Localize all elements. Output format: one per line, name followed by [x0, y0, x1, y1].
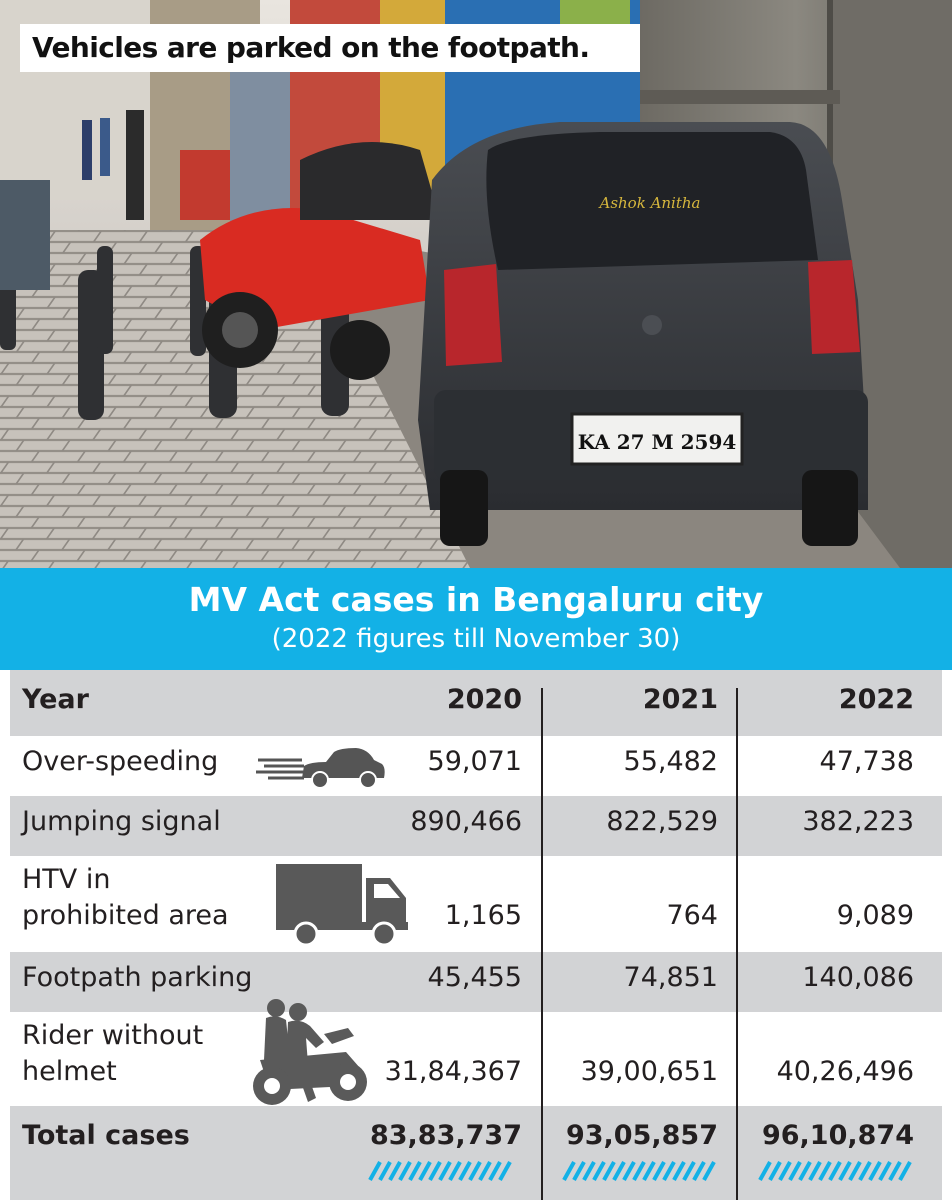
truck-icon — [276, 864, 408, 947]
column-header-year: Year — [22, 684, 89, 715]
table-row-footpath-parking: Footpath parking 45,455 74,851 140,086 — [10, 952, 942, 1012]
licence-plate-text: KA 27 M 2594 — [578, 430, 737, 454]
total-label: Total cases — [22, 1120, 190, 1151]
motorcycle-riders-icon — [253, 999, 367, 1105]
table-header-row: Year 2020 2021 2022 — [10, 670, 942, 736]
cell-2022: 47,738 — [819, 746, 914, 777]
total-underline-hatch — [758, 1161, 912, 1181]
total-2021: 93,05,857 — [565, 1120, 718, 1151]
cell-2020: 31,84,367 — [384, 1056, 522, 1087]
cell-2020: 1,165 — [444, 900, 522, 931]
cell-2020: 45,455 — [427, 962, 522, 993]
column-header-2021: 2021 — [642, 684, 718, 715]
cell-2022: 9,089 — [836, 900, 914, 931]
table-subtitle: (2022 figures till November 30) — [271, 624, 681, 654]
table-row-over-speeding: Over-speeding 59,071 55,482 47,738 — [10, 736, 942, 796]
table-row-htv-prohibited-area: HTV in prohibited area 1,165 764 9,089 — [10, 856, 942, 952]
column-divider — [541, 688, 543, 1200]
table-row-rider-without-helmet: Rider without helmet 31,84,367 39 — [10, 999, 942, 1106]
total-underline-hatch — [368, 1161, 512, 1181]
photo-caption: Vehicles are parked on the footpath. — [20, 24, 640, 72]
rear-window-sticker: Ashok Anitha — [597, 194, 700, 212]
cell-2021: 822,529 — [606, 806, 718, 837]
cell-2021: 55,482 — [623, 746, 718, 777]
row-label-line-1: HTV in — [22, 864, 111, 895]
column-header-2020: 2020 — [446, 684, 522, 715]
table-title: MV Act cases in Bengaluru city — [188, 580, 764, 619]
cases-table: Year 2020 2021 2022 Over-speeding 59,071… — [10, 670, 942, 1200]
total-2022: 96,10,874 — [761, 1120, 914, 1151]
cell-2022: 382,223 — [802, 806, 914, 837]
cell-2020: 59,071 — [427, 746, 522, 777]
total-underline-hatch — [562, 1161, 716, 1181]
cell-2021: 39,00,651 — [580, 1056, 718, 1087]
table-header-band: MV Act cases in Bengaluru city (2022 fig… — [0, 568, 952, 670]
cell-2022: 140,086 — [802, 962, 914, 993]
total-2020: 83,83,737 — [369, 1120, 522, 1151]
car-icon — [256, 748, 385, 789]
column-header-2022: 2022 — [838, 684, 914, 715]
cell-2021: 74,851 — [623, 962, 718, 993]
row-label: Footpath parking — [22, 962, 253, 993]
row-label-line-2: helmet — [22, 1056, 117, 1087]
row-label: Jumping signal — [22, 806, 221, 837]
column-divider — [736, 688, 738, 1200]
cell-2020: 890,466 — [410, 806, 522, 837]
cell-2022: 40,26,496 — [776, 1056, 914, 1087]
street-photo: KA 27 M 2594 Ashok Anitha Vehicles are p… — [0, 0, 952, 568]
table-total-row: Total cases 83,83,737 93,05,857 96,10,87… — [10, 1106, 942, 1200]
table-row-jumping-signal: Jumping signal 890,466 822,529 382,223 — [10, 796, 942, 856]
row-label-line-2: prohibited area — [22, 900, 229, 931]
footpath-parking-photo: KA 27 M 2594 Ashok Anitha — [0, 0, 952, 568]
row-label-line-1: Rider without — [22, 1020, 204, 1051]
cell-2021: 764 — [666, 900, 718, 931]
row-label: Over-speeding — [22, 746, 219, 777]
